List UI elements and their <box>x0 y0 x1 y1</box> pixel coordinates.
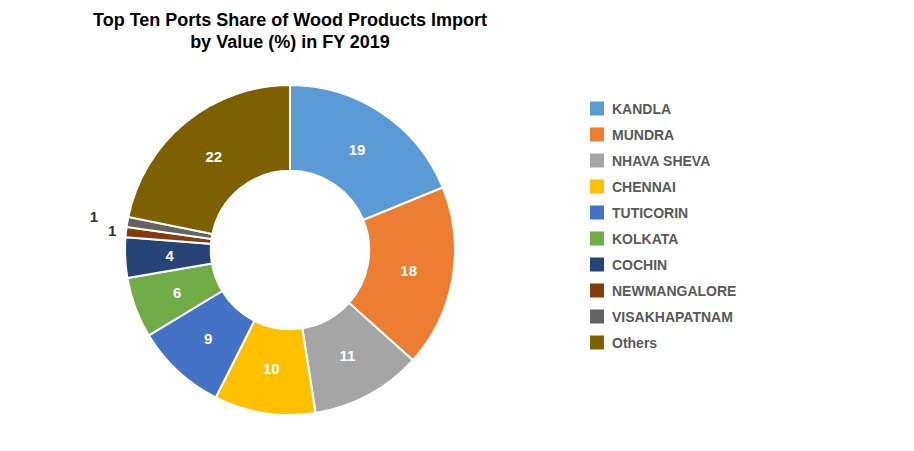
chart: Top Ten Ports Share of Wood Products Imp… <box>0 0 914 451</box>
legend-item: TUTICORIN <box>590 205 688 221</box>
legend-swatch <box>590 310 604 324</box>
data-label: 9 <box>204 330 212 347</box>
legend-item: MUNDRA <box>590 127 674 143</box>
legend-swatch <box>590 180 604 194</box>
title: Top Ten Ports Share of Wood Products Imp… <box>93 10 487 52</box>
legend-swatch <box>590 154 604 168</box>
legend-label: KANDLA <box>612 101 671 117</box>
data-label: 11 <box>340 347 356 364</box>
legend-swatch <box>590 336 604 350</box>
legend-label: TUTICORIN <box>612 205 688 221</box>
legend-swatch <box>590 128 604 142</box>
donut <box>125 85 455 415</box>
title-line: by Value (%) in FY 2019 <box>190 32 390 52</box>
legend-swatch <box>590 102 604 116</box>
legend-label: NHAVA SHEVA <box>612 153 710 169</box>
legend-label: NEWMANGALORE <box>612 283 736 299</box>
legend-swatch <box>590 206 604 220</box>
slice <box>302 303 413 413</box>
data-label: 19 <box>349 141 366 158</box>
legend-label: KOLKATA <box>612 231 678 247</box>
data-labels: 19 18 11 10 9 6 4 11 22 <box>90 141 417 377</box>
legend-label: COCHIN <box>612 257 667 273</box>
data-label: 22 <box>206 148 223 165</box>
data-label: 10 <box>263 360 280 377</box>
legend-item: NEWMANGALORE <box>590 283 736 299</box>
legend-swatch <box>590 258 604 272</box>
legend-label: Others <box>612 335 657 351</box>
slice <box>128 85 290 234</box>
legend-swatch <box>590 232 604 246</box>
data-label: 4 <box>166 247 175 264</box>
legend-label: CHENNAI <box>612 179 676 195</box>
legend-label: MUNDRA <box>612 127 674 143</box>
legend-item: KOLKATA <box>590 231 678 247</box>
legend-swatch <box>590 284 604 298</box>
legend-item: VISAKHAPATNAM <box>590 309 733 325</box>
legend-item: Others <box>590 335 657 351</box>
data-label: 1 <box>90 208 98 225</box>
data-label: 18 <box>400 262 417 279</box>
title-line: Top Ten Ports Share of Wood Products Imp… <box>93 10 487 30</box>
legend: KANDLA MUNDRA NHAVA SHEVA CHENNAI TUTICORIN K… <box>590 101 736 351</box>
legend-item: CHENNAI <box>590 179 676 195</box>
data-label: 1 <box>108 222 116 239</box>
legend-item: KANDLA <box>590 101 671 117</box>
legend-item: NHAVA SHEVA <box>590 153 710 169</box>
legend-label: VISAKHAPATNAM <box>612 309 733 325</box>
legend-item: COCHIN <box>590 257 667 273</box>
data-label: 6 <box>173 284 181 301</box>
